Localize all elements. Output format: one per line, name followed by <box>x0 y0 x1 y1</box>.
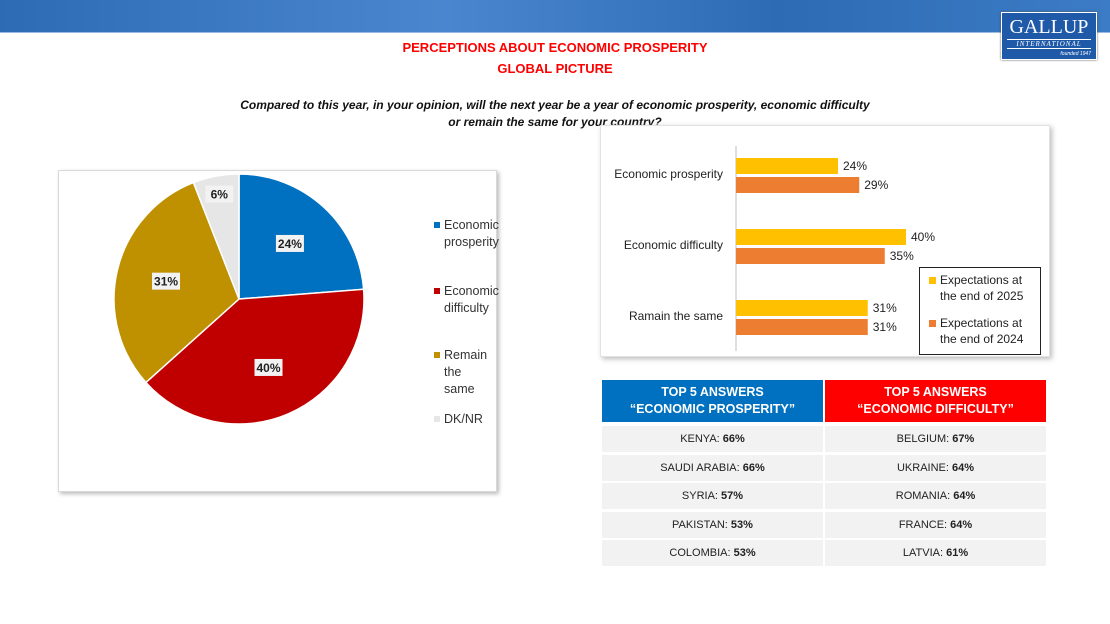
country-name: ROMANIA: <box>895 490 951 502</box>
table-header-line: TOP 5 ANSWERS <box>884 385 987 399</box>
legend-label: the end of 2024 <box>940 332 1024 346</box>
table-header-line: “ECONOMIC PROSPERITY” <box>629 402 796 416</box>
bar-value-label: 24% <box>843 159 867 173</box>
logo-text: GALLUP <box>1009 16 1089 38</box>
country-name: PAKISTAN: <box>672 518 728 531</box>
table-header-line: “ECONOMIC DIFFICULTY” <box>857 402 1014 416</box>
page-title: PERCEPTIONS ABOUT ECONOMIC PROSPERITY <box>402 40 708 55</box>
bar-category-label: Economic prosperity <box>614 167 723 181</box>
table-row: BELGIUM: 67% <box>825 426 1046 452</box>
bar-legend: Expectations at the end of 2025 Expectatio… <box>919 267 1041 355</box>
legend-label: Remain the <box>444 348 488 379</box>
pie-legend-item: Economic difficulty <box>434 283 499 317</box>
country-value: 53% <box>733 547 756 559</box>
legend-label: same <box>444 382 475 396</box>
table-row: ROMANIA: 64% <box>825 483 1046 509</box>
legend-label: DK/NR <box>444 412 483 426</box>
bar-0-0 <box>736 158 838 174</box>
bar-chart-panel: 24% 29% 40% 35% 31% 31% Economic prosperity Ec… <box>600 125 1050 357</box>
table-header-line: TOP 5 ANSWERS <box>661 385 764 399</box>
legend-label: Expectations at <box>940 273 1023 287</box>
country-name: SYRIA: <box>681 490 718 502</box>
logo-sub: INTERNATIONAL <box>1007 39 1091 49</box>
legend-label: the end of 2025 <box>940 289 1024 303</box>
pie-data-label: 6% <box>211 188 229 202</box>
legend-swatch <box>929 277 936 284</box>
legend-swatch <box>929 320 936 327</box>
logo-founded: founded 1947 <box>1060 51 1091 57</box>
table-row: SAUDI ARABIA: 66% <box>602 454 823 481</box>
country-value: 66% <box>742 461 765 474</box>
country-name: KENYA: <box>680 433 720 445</box>
bar-1-0 <box>736 229 906 245</box>
legend-swatch <box>434 352 440 358</box>
bar-legend-item: Expectations at the end of 2025 <box>929 272 1024 304</box>
bar-value-label: 35% <box>890 249 914 263</box>
pie-data-label: 31% <box>154 275 178 289</box>
country-name: LATVIA: <box>902 547 944 559</box>
bar-2-1 <box>736 319 868 335</box>
pie-label-bg <box>205 185 234 203</box>
pie-data-label: 40% <box>256 361 280 375</box>
table-row: COLOMBIA: 53% <box>602 540 823 566</box>
legend-swatch <box>434 416 440 422</box>
legend-swatch <box>434 222 440 228</box>
bar-category-label: Ramain the same <box>628 309 723 323</box>
bar-value-label: 40% <box>911 230 935 244</box>
bar-chart: 24% 29% 40% 35% 31% 31% <box>735 146 935 351</box>
bar-0-1 <box>736 177 860 193</box>
pie-legend-item: DK/NR <box>434 411 483 428</box>
page-subtitle: GLOBAL PICTURE <box>497 61 613 76</box>
table-row: FRANCE: 64% <box>825 511 1046 538</box>
pie-slice-3 <box>192 173 240 300</box>
legend-label: difficulty <box>444 301 489 315</box>
country-value: 64% <box>953 490 976 502</box>
pie-label-bg <box>254 358 283 376</box>
table-row: SYRIA: 57% <box>602 483 823 509</box>
country-value: 64% <box>950 518 973 531</box>
table-row: KENYA: 66% <box>602 426 823 452</box>
table-row: LATVIA: 61% <box>825 540 1046 566</box>
bar-value-label: 29% <box>864 178 888 192</box>
header-banner <box>0 0 1110 33</box>
table-row: PAKISTAN: 53% <box>602 511 823 538</box>
pie-label-bg <box>275 234 304 252</box>
pie-legend-item: Economic prosperity <box>434 217 499 251</box>
country-value: 64% <box>952 461 975 474</box>
country-value: 66% <box>722 433 745 445</box>
pie-chart-panel: 24% 40% 31% 6% Economic prosperity Economic di… <box>58 170 499 492</box>
pie-legend-item: Remain the same <box>434 347 496 398</box>
bar-category-label: Economic difficulty <box>623 238 723 252</box>
legend-label: prosperity <box>444 235 499 249</box>
bar-value-label: 31% <box>873 301 897 315</box>
country-value: 57% <box>721 490 744 502</box>
bar-legend-item: Expectations at the end of 2024 <box>929 315 1024 347</box>
gallup-logo: GALLUP INTERNATIONAL founded 1947 <box>1001 12 1097 60</box>
legend-label: Expectations at <box>940 316 1023 330</box>
country-value: 53% <box>730 518 753 531</box>
legend-swatch <box>434 288 440 294</box>
legend-label: Economic <box>444 218 499 232</box>
bar-2-0 <box>736 300 868 316</box>
table-row: UKRAINE: 64% <box>825 454 1046 481</box>
bar-1-1 <box>736 248 885 264</box>
country-name: UKRAINE: <box>896 461 949 474</box>
country-name: COLOMBIA: <box>669 547 731 559</box>
pie-chart: 24% 40% 31% 6% <box>113 173 365 425</box>
country-value: 61% <box>946 547 969 559</box>
table-header-prosperity: TOP 5 ANSWERS “ECONOMIC PROSPERITY” <box>602 380 823 422</box>
table-header-difficulty: TOP 5 ANSWERS “ECONOMIC DIFFICULTY” <box>825 380 1046 422</box>
pie-data-label: 24% <box>278 237 302 251</box>
country-value: 67% <box>952 433 975 445</box>
country-name: BELGIUM: <box>896 433 950 445</box>
pie-label-bg <box>152 272 181 290</box>
country-name: SAUDI ARABIA: <box>660 461 740 474</box>
bar-value-label: 31% <box>873 320 897 334</box>
survey-question: Compared to this year, in your opinion, … <box>240 98 870 129</box>
legend-label: Economic <box>444 284 499 298</box>
country-name: FRANCE: <box>898 518 948 531</box>
pie-slice-1 <box>144 288 365 425</box>
